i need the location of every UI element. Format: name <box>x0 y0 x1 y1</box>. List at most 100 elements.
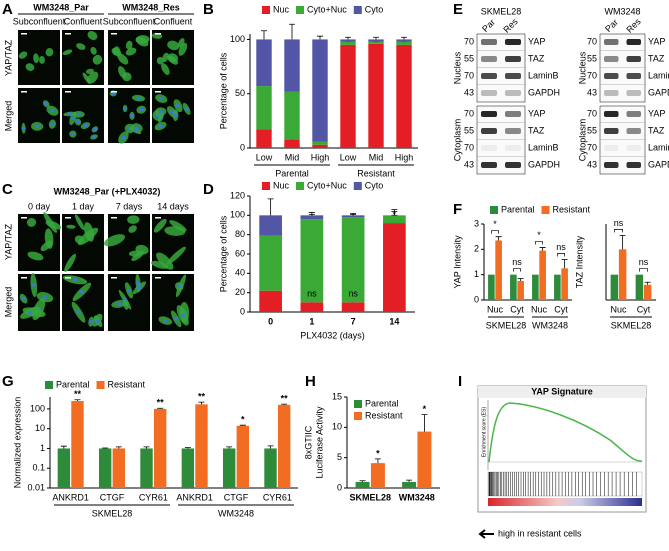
error-bar <box>289 24 295 39</box>
legend-swatch <box>296 6 304 14</box>
x-tick-label: Mid <box>369 152 384 162</box>
bar-segment <box>284 92 299 140</box>
bar <box>278 405 290 488</box>
bar <box>488 275 495 300</box>
x-tick-label: WM3248 <box>399 492 435 502</box>
scale-bar <box>21 217 27 219</box>
significance-label: ** <box>74 389 82 399</box>
column-label: 7 days <box>116 201 143 211</box>
mw-marker: 70 <box>587 36 597 46</box>
bar-segment <box>259 236 282 291</box>
bar <box>356 482 370 488</box>
significance-label: ** <box>281 393 289 403</box>
x-tick-label: Cyt <box>510 304 524 314</box>
panel-letter: B <box>203 1 214 18</box>
legend-label: Cyto <box>365 4 384 14</box>
group-label: Parental <box>275 168 309 178</box>
bar <box>223 448 235 488</box>
error-bar <box>281 404 287 405</box>
significance-label: ns <box>556 242 566 252</box>
band <box>505 162 521 168</box>
bar-segment <box>256 39 271 86</box>
band <box>604 128 619 134</box>
x-tick-label: CYR61 <box>263 492 292 502</box>
x-tick-label: 7 <box>351 316 356 326</box>
band <box>505 73 521 79</box>
gsea-ylabel: Enrichment score (ES) <box>481 407 487 458</box>
nucleus <box>127 289 131 292</box>
x-tick-label: SKMEL28 <box>349 492 391 502</box>
significance-label: ** <box>198 392 206 402</box>
nucleus <box>174 317 178 320</box>
legend-swatch <box>354 6 362 14</box>
nucleus <box>93 128 97 131</box>
x-tick-label: ANKRD1 <box>52 492 89 502</box>
protein-label: YAP <box>528 108 545 118</box>
protein-label: LaminB <box>648 70 669 80</box>
group-label: WM3248 <box>532 320 568 330</box>
band <box>604 162 619 168</box>
nucleus <box>173 114 177 117</box>
legend-swatch <box>354 182 362 190</box>
blot-title: WM3248 <box>604 6 640 16</box>
significance-label: * <box>376 448 380 458</box>
bar-segment <box>368 42 383 44</box>
y-tick-label: 10 <box>35 423 45 433</box>
nucleus <box>137 286 141 289</box>
mw-marker: 55 <box>464 125 474 135</box>
x-tick-label: High <box>311 152 330 162</box>
x-tick-label: Nuc <box>531 304 548 314</box>
bar <box>636 275 644 300</box>
nucleus <box>80 290 84 293</box>
bar-segment <box>312 39 327 141</box>
mw-marker: 55 <box>587 125 597 135</box>
protein-label: LaminB <box>648 142 669 152</box>
error-bar <box>198 402 204 404</box>
legend-swatch <box>262 6 270 14</box>
column-subtitle: Subconfluent <box>13 16 66 26</box>
y-tick-label: 1 <box>474 269 479 279</box>
y-tick-label: 0 <box>474 294 479 304</box>
bar <box>619 249 627 300</box>
bar-segment <box>259 215 282 235</box>
significance-label: ns <box>512 257 522 267</box>
bar-segment <box>301 215 324 219</box>
bar <box>264 448 276 488</box>
bar-segment <box>312 145 327 148</box>
error-bar <box>518 278 524 281</box>
mw-marker: 43 <box>587 159 597 169</box>
bar <box>517 281 524 300</box>
nucleus <box>73 278 77 281</box>
nucleus <box>92 135 96 138</box>
band <box>505 39 521 45</box>
x-tick-label: High <box>395 152 414 162</box>
y-tick-label: 0 <box>240 142 245 152</box>
band <box>627 39 642 45</box>
bar-segment <box>301 302 324 312</box>
scale-bar <box>21 91 27 93</box>
band <box>505 56 521 62</box>
bar <box>182 448 194 488</box>
mw-marker: 70 <box>587 142 597 152</box>
protein-label: YAP <box>528 36 545 46</box>
legend-label: Parental <box>501 204 535 214</box>
legend-label: Cyto+Nuc <box>307 4 347 14</box>
y-tick-label: 100 <box>30 403 45 413</box>
scale-bar <box>111 217 117 219</box>
error-bar <box>61 446 67 448</box>
scale-bar <box>155 33 161 35</box>
x-tick-label: CTGF <box>224 492 249 502</box>
scale-bar <box>155 217 161 219</box>
mw-marker: 70 <box>464 108 474 118</box>
column-label: 14 days <box>157 201 189 211</box>
bar <box>99 448 111 488</box>
scale-bar <box>111 33 117 35</box>
bar <box>140 448 152 488</box>
error-bar <box>185 448 191 449</box>
legend-swatch <box>354 400 362 408</box>
annotation: * <box>393 209 397 219</box>
bar-segment <box>256 86 271 129</box>
column-subtitle: Confluent <box>64 16 103 26</box>
panel-letter: I <box>458 373 462 390</box>
legend-label: Parental <box>56 379 90 389</box>
